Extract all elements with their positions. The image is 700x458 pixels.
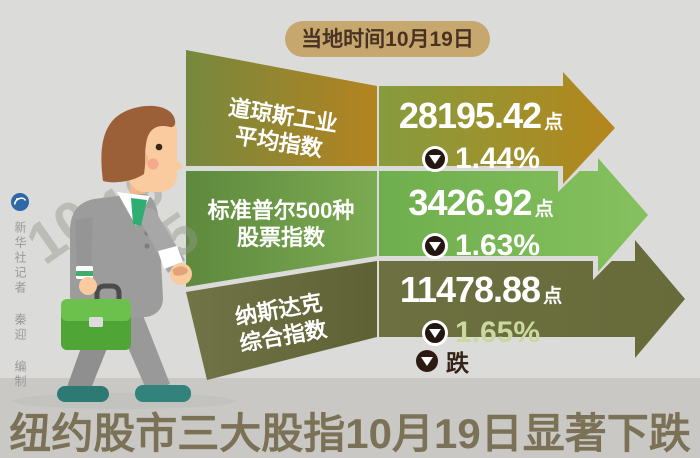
down-arrow-icon <box>421 320 448 346</box>
down-arrow-icon <box>421 233 448 259</box>
xinhua-logo-icon <box>11 193 29 211</box>
legend-down: 跌 <box>416 344 469 378</box>
credit-byline: 新华社记者 秦迎 编制 <box>13 221 27 390</box>
change-percent: 1.63% <box>454 229 541 262</box>
index-change: 1.44% <box>379 143 583 175</box>
change-percent: 1.44% <box>454 142 541 175</box>
date-pill: 当地时间10月19日 <box>285 21 490 57</box>
arrow-row-dow <box>186 50 624 192</box>
right-cuff <box>158 246 183 269</box>
left-hand <box>79 277 97 295</box>
index-label-sp500: 标准普尔500种 股票指数 <box>189 197 373 251</box>
jacket-button <box>144 243 150 249</box>
left-sleeve <box>75 217 93 268</box>
index-points: 11478.88 点 <box>399 269 563 310</box>
index-value-dow: 28195.42 点 1.44% <box>379 97 583 175</box>
index-label-line2: 股票指数 <box>236 225 325 250</box>
eye <box>155 143 163 151</box>
briefcase-handle <box>94 283 122 303</box>
index-value-nasdaq: 11478.88 点 1.65% <box>379 271 583 349</box>
index-label-line1: 标准普尔500种 <box>207 198 355 223</box>
footer-band <box>0 378 700 458</box>
wrist-watch <box>76 271 93 276</box>
headline: 纽约股市三大股指10月19日显著下跌 <box>9 410 691 457</box>
thumb <box>172 266 188 276</box>
down-arrow-icon <box>416 350 438 372</box>
index-change: 1.65% <box>379 317 583 349</box>
nose <box>174 162 182 170</box>
briefcase-clasp <box>89 317 103 327</box>
briefcase-flap <box>61 299 131 321</box>
index-points: 28195.42 点 <box>398 95 564 136</box>
change-percent: 1.65% <box>454 316 541 349</box>
legend-label: 跌 <box>446 350 469 376</box>
blush <box>147 158 159 170</box>
hair <box>101 105 176 183</box>
points-unit: 点 <box>534 199 554 220</box>
index-value-sp500: 3426.92 点 1.63% <box>379 184 583 262</box>
down-arrow-icon <box>421 146 448 172</box>
points-unit: 点 <box>544 112 564 133</box>
tie <box>131 198 147 226</box>
index-points: 3426.92 点 <box>408 182 554 223</box>
points-unit: 点 <box>543 286 563 307</box>
front-shoe <box>135 385 191 402</box>
back-shoe <box>57 386 109 402</box>
index-change: 1.63% <box>379 230 583 262</box>
